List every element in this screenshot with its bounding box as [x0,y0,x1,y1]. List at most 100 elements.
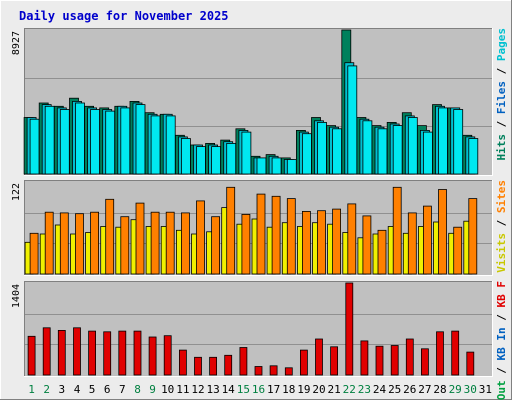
day-label-15: 15 [237,383,250,396]
bar-kb-f-day-4 [73,327,81,376]
bar-kb-f-day-30 [466,351,475,376]
bar-kb-f-day-9 [148,336,157,376]
bar-pages-day-22 [347,65,358,175]
day-label-7: 7 [119,383,126,396]
day-axis-labels: 1 2 3 4 5 6 7 8 9 10 11 12 13 14 15 16 17 18 19 20 21 22 23 24 2… [28,383,492,396]
day-label-18: 18 [282,383,295,396]
bar-kb-f-day-12 [194,356,202,376]
bar-sites-day-2 [44,211,54,275]
bar-sites-day-25 [392,186,402,275]
bar-pages-day-27 [422,131,433,175]
bar-kb-f-day-13 [209,356,218,376]
legends: Hits / Files / Pages Visits / Sites KB Out… [495,28,508,400]
bar-kb-f-day-1 [27,335,36,376]
bar-sites-day-15 [241,213,251,275]
bar-sites-day-21 [332,208,342,275]
bar-kb-f-day-6 [103,331,112,376]
day-label-1: 1 [28,383,35,396]
bar-sites-day-13 [211,216,221,275]
bar-sites-day-9 [150,211,160,275]
bar-pages-day-29 [453,109,464,175]
bar-pages-day-19 [301,133,312,175]
y-max-label: 122 [11,183,22,201]
bar-pages-day-14 [226,142,237,175]
legend-entry: / [495,114,508,134]
bar-pages-day-11 [180,138,191,175]
bar-kb-f-day-24 [375,345,384,376]
panel-kbytes: 1404 [11,281,493,377]
bar-kb-f-day-2 [42,327,51,376]
bar-kb-f-day-25 [390,345,399,376]
bar-pages-day-12 [196,146,206,175]
day-label-21: 21 [327,383,340,396]
bar-kb-f-day-20 [315,338,323,376]
day-label-24: 24 [373,383,387,396]
bar-sites-day-28 [438,189,447,275]
bar-sites-day-23 [362,215,372,275]
bar-pages-day-5 [90,109,100,175]
bar-sites-day-20 [317,210,326,275]
bar-sites-day-12 [196,200,205,275]
legend-entry: KB Out [495,380,508,400]
bar-kb-f-day-16 [254,366,263,376]
day-label-8: 8 [134,383,141,396]
day-label-29: 29 [449,383,462,396]
bar-pages-day-6 [105,110,116,175]
bar-pages-day-2 [44,105,55,175]
day-label-27: 27 [418,383,431,396]
day-label-3: 3 [58,383,65,396]
bar-kb-f-day-19 [299,349,308,376]
legend-entry: Sites [495,180,508,213]
bar-sites-day-19 [301,210,311,275]
bar-kb-f-day-29 [451,330,460,376]
bar-pages-day-7 [120,107,131,175]
bar-kb-f-day-26 [405,338,414,376]
legend-entry: Visits [495,233,508,273]
day-label-5: 5 [89,383,96,396]
bar-kb-f-day-18 [284,367,293,376]
bar-sites-day-30 [468,198,478,275]
bar-sites-day-17 [271,195,281,275]
bar-pages-day-26 [407,117,418,175]
day-label-9: 9 [149,383,156,396]
bar-pages-day-23 [362,120,373,175]
legend-middle: Visits / Sites [495,180,508,273]
bar-sites-day-22 [347,203,357,275]
y-max-label: 8927 [11,31,22,55]
bar-sites-day-14 [226,186,236,275]
bar-pages-day-13 [211,146,222,175]
day-label-11: 11 [176,383,189,396]
legend-entry: KB F [495,281,508,308]
day-label-4: 4 [74,383,81,396]
day-label-2: 2 [43,383,50,396]
day-label-17: 17 [267,383,280,396]
bar-pages-day-20 [317,122,327,175]
bar-kb-f-day-7 [118,330,127,376]
day-label-12: 12 [191,383,204,396]
legend-entry: KB In [495,327,508,360]
day-label-16: 16 [252,383,265,396]
panel-background [24,281,493,377]
bar-pages-day-10 [165,115,176,175]
bar-kb-f-day-5 [88,330,96,376]
legend-bottom: KB Out / KB In / KB F [495,281,508,400]
bar-sites-day-8 [135,202,145,275]
panel-visits: 122 [11,180,493,276]
bar-pages-day-3 [59,109,70,175]
day-label-26: 26 [403,383,416,396]
bar-sites-day-4 [75,213,84,275]
y-max-label: 1404 [11,284,22,308]
bar-sites-day-3 [59,212,69,275]
bar-kb-f-day-15 [239,347,248,376]
bar-kb-f-day-3 [57,329,66,376]
legend-entry: / [495,308,508,328]
bar-sites-day-26 [407,212,417,275]
bar-kb-f-day-14 [224,354,233,376]
day-label-30: 30 [464,383,477,396]
day-label-13: 13 [206,383,219,396]
day-label-23: 23 [358,383,371,396]
day-label-20: 20 [312,383,325,396]
bar-pages-day-1 [29,118,40,175]
day-label-31: 31 [479,383,492,396]
